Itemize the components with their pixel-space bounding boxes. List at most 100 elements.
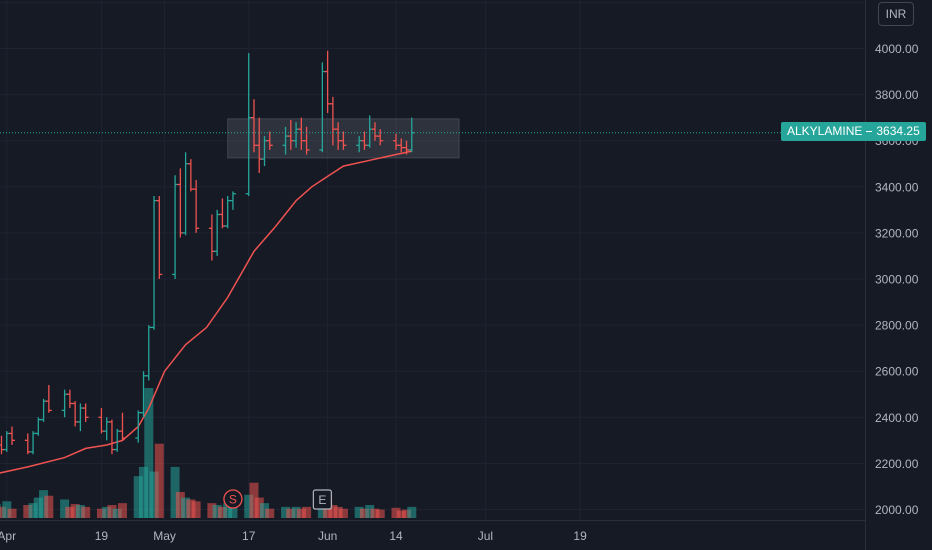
volume-bar xyxy=(117,503,127,518)
x-tick-label: Apr xyxy=(0,529,16,543)
volume-bar xyxy=(2,501,12,518)
y-tick-label: 2400.00 xyxy=(875,411,919,425)
volume-bar xyxy=(65,506,75,518)
volume-bar xyxy=(7,508,17,518)
split-marker: S xyxy=(223,489,243,509)
volume-bar xyxy=(260,503,269,518)
x-tick-label: Jun xyxy=(318,529,337,543)
volume-bar xyxy=(249,482,259,518)
ohlc-bar xyxy=(9,426,16,445)
volume-bar xyxy=(281,506,291,518)
ohlc-bar xyxy=(135,410,142,443)
ohlc-bar xyxy=(193,179,200,233)
volume-bar xyxy=(391,507,401,518)
ohlc-bar xyxy=(66,389,73,409)
ohlc-bar xyxy=(172,175,179,279)
volume-bar xyxy=(70,504,80,518)
ohlc-bar xyxy=(24,433,31,455)
volume-bar xyxy=(207,503,217,518)
volume-bar xyxy=(338,508,348,518)
ohlc-bar xyxy=(119,412,126,441)
ohlc-bar xyxy=(98,408,105,434)
volume-bar xyxy=(286,508,296,518)
volume-bar xyxy=(302,506,312,518)
ohlc-bar xyxy=(303,126,310,155)
y-tick-label: 2200.00 xyxy=(875,457,919,471)
ohlc-bar xyxy=(266,131,273,150)
ohlc-bar xyxy=(377,129,384,146)
y-tick-label: 3200.00 xyxy=(875,226,919,240)
ohlc-bar xyxy=(45,385,52,413)
volume-bar xyxy=(212,505,222,518)
y-tick-label: 2600.00 xyxy=(875,365,919,379)
volume-bar xyxy=(402,509,412,518)
ohlc-bar xyxy=(108,419,115,455)
volume-bar xyxy=(291,506,301,518)
x-tick-label: 19 xyxy=(573,529,587,543)
volume-bar xyxy=(139,466,149,518)
moving-average-line xyxy=(0,150,412,474)
y-tick-label: 3000.00 xyxy=(875,273,919,287)
y-tick-label: 2800.00 xyxy=(875,319,919,333)
ohlc-bar xyxy=(177,168,184,238)
volume-bar xyxy=(407,506,417,518)
volume-bar xyxy=(44,495,54,518)
volume-bar xyxy=(149,471,159,518)
volume-bar xyxy=(170,466,180,518)
volume-bar xyxy=(254,497,264,518)
ohlc-bar xyxy=(0,435,5,455)
volume-bar xyxy=(28,503,38,518)
volume-bar xyxy=(154,443,164,518)
marker-label: E xyxy=(318,493,326,507)
symbol-label: ALKYLAMINE xyxy=(787,124,863,138)
volume-bar xyxy=(23,505,33,518)
currency-button[interactable]: INR xyxy=(878,2,914,26)
x-tick-label: Jul xyxy=(478,529,493,543)
volume-bar xyxy=(191,501,201,518)
ohlc-bar xyxy=(30,431,37,455)
last-price-badge: ALKYLAMINE 3634.25 xyxy=(781,122,926,141)
volume-bar xyxy=(102,506,112,518)
ohlc-bar xyxy=(3,431,10,452)
last-price-value: 3634.25 xyxy=(876,124,920,138)
volume-bar xyxy=(223,503,233,518)
ohlc-bar xyxy=(35,417,42,436)
volume-bar xyxy=(186,499,196,518)
ohlc-bar xyxy=(40,398,47,422)
x-tick-label: 14 xyxy=(389,529,403,543)
ohlc-bar xyxy=(324,50,331,114)
x-tick-label: May xyxy=(153,529,176,543)
volume-bar xyxy=(296,508,306,518)
volume-bar xyxy=(75,505,85,518)
ohlc-bar xyxy=(103,417,110,441)
ohlc-bar xyxy=(114,428,121,452)
volume-bar xyxy=(133,476,143,518)
ohlc-bar xyxy=(82,403,89,422)
volume-bar xyxy=(359,508,369,518)
y-tick-label: 3800.00 xyxy=(875,88,919,102)
ohlc-bar xyxy=(208,214,215,261)
marker-label: S xyxy=(229,493,237,507)
ohlc-bar xyxy=(182,152,189,236)
volume-bar xyxy=(144,388,154,518)
volume-bar xyxy=(107,505,117,518)
volume-bar xyxy=(112,508,122,518)
marker-box xyxy=(312,489,332,510)
ohlc-bar xyxy=(61,389,68,418)
x-tick-label: 19 xyxy=(95,529,109,543)
ohlc-bar xyxy=(224,196,231,229)
volume-bar xyxy=(370,508,380,518)
x-tick-label: 17 xyxy=(242,529,256,543)
ohlc-bar xyxy=(72,401,79,427)
volume-bar xyxy=(333,506,343,518)
ohlc-bar xyxy=(229,191,236,210)
y-tick-label: 2000.00 xyxy=(875,503,919,517)
marker-circle xyxy=(223,489,243,509)
volume-bar xyxy=(81,506,91,518)
y-tick-label: 3400.00 xyxy=(875,180,919,194)
volume-bar xyxy=(375,509,385,518)
volume-bar xyxy=(365,505,375,518)
ohlc-bar xyxy=(151,196,158,330)
ohlc-bar xyxy=(340,131,347,150)
